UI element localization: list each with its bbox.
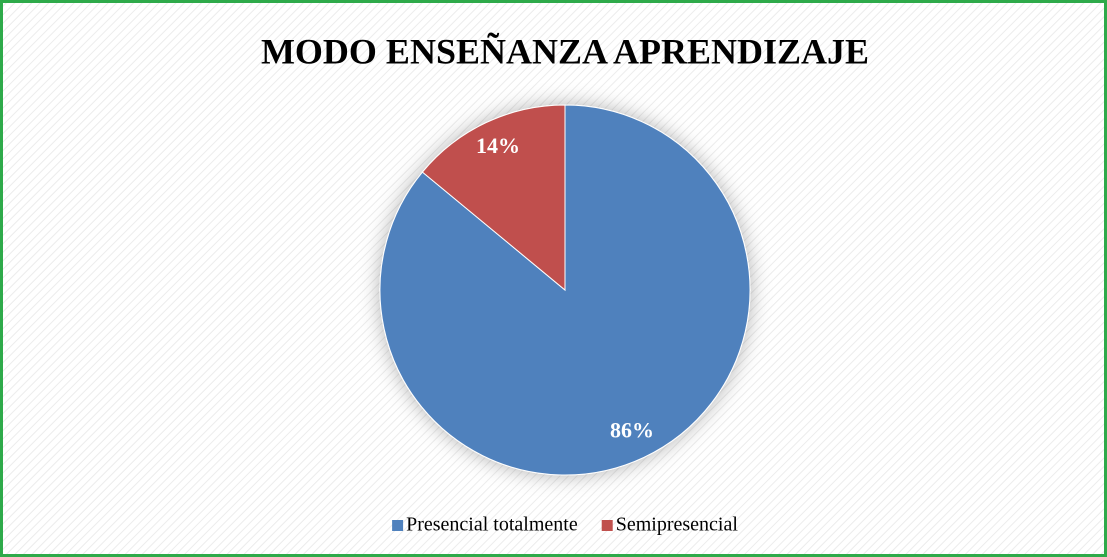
legend-swatch bbox=[601, 520, 613, 531]
data-label: 86% bbox=[610, 417, 654, 442]
pie-slice bbox=[421, 104, 566, 292]
legend-label: Semipresencial bbox=[616, 514, 739, 536]
pie bbox=[379, 104, 751, 476]
data-label: 14% bbox=[476, 133, 520, 158]
legend-label: Presencial totalmente bbox=[406, 514, 578, 536]
chart-title: MODO ENSEÑANZA APRENDIZAJE bbox=[261, 31, 869, 71]
legend-swatch bbox=[392, 520, 404, 531]
